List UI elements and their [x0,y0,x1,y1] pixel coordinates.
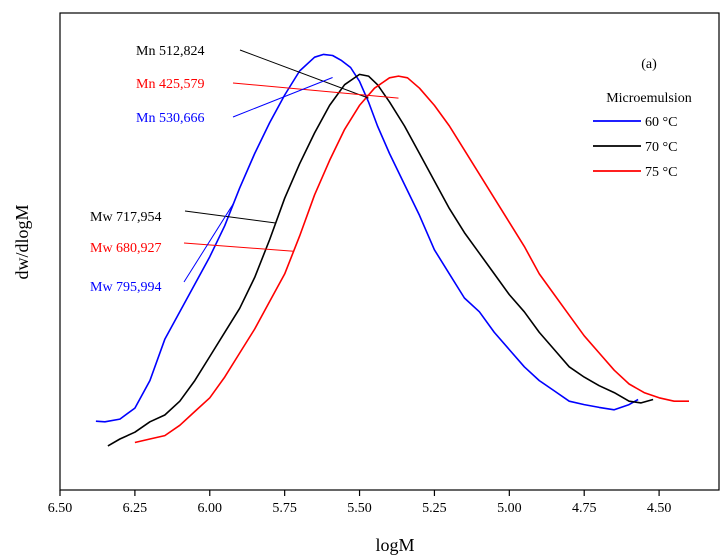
panel-label: (a) [641,57,657,72]
x-tick-label: 6.25 [123,501,148,516]
y-axis-label: dw/dlogM [12,204,32,279]
annotation-label: Mn 512,824 [136,44,204,59]
annotation-leader [183,202,235,283]
x-tick-label: 5.25 [422,501,447,516]
series-line [134,75,689,444]
x-axis-ticks: 6.50 6.25 6.00 5.75 5.50 5.25 5.00 4.75 4.50 [48,490,672,516]
x-tick-label: 6.50 [48,501,73,516]
annotation-label: Mw 680,927 [90,241,162,256]
legend-title: Microemulsion [606,91,692,106]
annotation-leader [232,77,333,118]
plot-frame [59,12,720,491]
annotation-label: Mn 530,666 [136,111,204,126]
x-tick-label: 5.00 [497,501,522,516]
x-tick-label: 6.00 [198,501,223,516]
x-axis-label: logM [375,535,414,555]
x-tick-label: 4.50 [647,501,672,516]
x-tick-label: 5.50 [347,501,372,516]
series-line [95,53,639,423]
annotation-leader [184,210,276,224]
legend-label: 70 °C [645,140,677,155]
annotation-label: Mw 795,994 [90,280,162,295]
series-layer [95,53,689,447]
series-line [107,73,654,447]
annotation-leader [183,242,294,252]
annotation-label: Mn 425,579 [136,77,204,92]
x-tick-label: 4.75 [572,501,597,516]
annotation-label: Mw 717,954 [90,210,162,225]
x-tick-label: 5.75 [272,501,297,516]
annotation-leader [239,49,369,99]
legend: 60 °C 70 °C 75 °C [593,115,677,180]
annotation-leader [232,82,399,99]
legend-label: 75 °C [645,165,677,180]
annotation-layer: Mn 512,824 Mn 425,579 Mn 530,666 Mw 717,954… [90,44,399,295]
legend-label: 60 °C [645,115,677,130]
